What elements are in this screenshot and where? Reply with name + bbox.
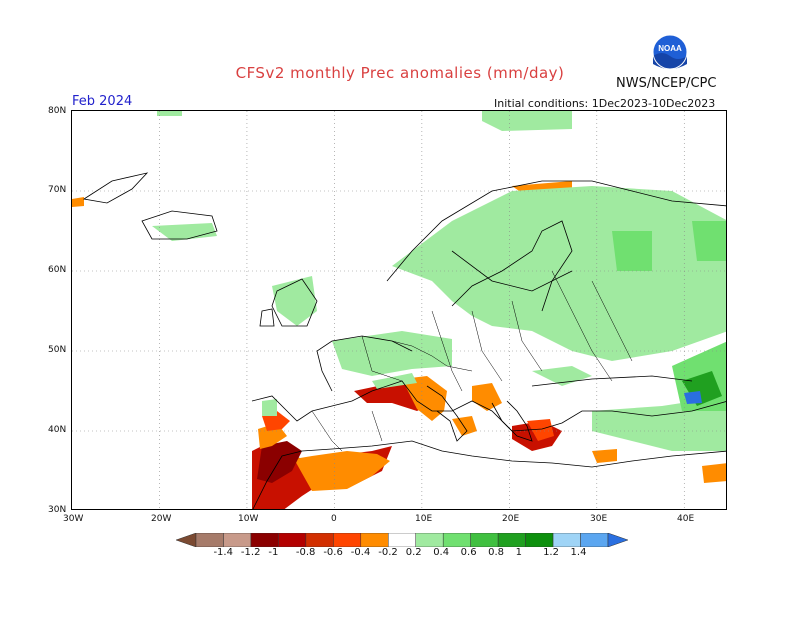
colorbar-swatch xyxy=(415,533,444,547)
colorbar-swatch xyxy=(223,533,252,547)
agency-label: NWS/NCEP/CPC xyxy=(616,76,717,91)
colorbar-tick-label: -1.2 xyxy=(240,547,261,558)
colorbar-tick-label: -0.6 xyxy=(323,547,343,558)
noaa-logo-text: NOAA xyxy=(658,44,682,53)
lon-label-40e: 40E xyxy=(677,514,695,524)
lon-label-20w: 20W xyxy=(151,514,172,524)
colorbar-tick-label: -0.2 xyxy=(378,547,398,558)
lat-label-30n: 30N xyxy=(48,505,67,515)
colorbar-swatch xyxy=(525,533,554,547)
colorbar-tick-label: -0.4 xyxy=(350,547,371,558)
wet-anomaly-layer xyxy=(152,111,726,451)
lat-label-60n: 60N xyxy=(48,265,67,275)
colorbar-swatch xyxy=(278,533,307,547)
europe-precip-map xyxy=(72,111,726,509)
noaa-logo: NOAA xyxy=(652,34,688,70)
colorbar-swatch xyxy=(305,533,334,547)
country-borders xyxy=(311,270,633,452)
dry-anomaly-layer xyxy=(72,181,726,509)
colorbar-swatch xyxy=(442,533,471,547)
colorbar-swatch xyxy=(497,533,526,547)
lat-label-80n: 80N xyxy=(48,106,67,116)
lon-label-20e: 20E xyxy=(502,514,520,524)
lon-label-10e: 10E xyxy=(415,514,433,524)
colorbar-swatch xyxy=(333,533,362,547)
lon-label-0: 0 xyxy=(331,514,337,524)
colorbar-tick-label: -0.8 xyxy=(295,547,316,558)
colorbar-tick-label: 0.2 xyxy=(405,547,422,558)
colorbar-tick-label: -1 xyxy=(268,547,279,558)
lon-label-30e: 30E xyxy=(590,514,608,524)
lat-label-40n: 40N xyxy=(48,425,67,435)
coastlines xyxy=(82,172,726,509)
colorbar-swatch xyxy=(388,533,416,547)
colorbar-tick-label: 0.4 xyxy=(433,547,450,558)
forecast-period: Feb 2024 xyxy=(72,94,133,109)
lat-label-50n: 50N xyxy=(48,345,67,355)
colorbar-swatch xyxy=(250,533,279,547)
colorbar-extend-high xyxy=(607,533,628,547)
colorbar-swatch xyxy=(580,533,609,547)
colorbar-swatch xyxy=(470,533,499,547)
colorbar-tick-label: 0.6 xyxy=(460,547,477,558)
colorbar-tick-label: 1.2 xyxy=(543,547,559,558)
colorbar-tick-label: -1.4 xyxy=(213,547,233,558)
colorbar-tick-label: 1.4 xyxy=(570,547,587,558)
initial-conditions: Initial conditions: 1Dec2023-10Dec2023 xyxy=(494,97,716,110)
colorbar-extend-low xyxy=(176,533,197,547)
colorbar-swatch xyxy=(360,533,389,547)
lon-label-10w: 10W xyxy=(238,514,259,524)
colorbar-swatch xyxy=(195,533,224,547)
colorbar-tick-label: 0.8 xyxy=(488,547,505,558)
lat-label-70n: 70N xyxy=(48,185,67,195)
lon-label-30w: 30W xyxy=(63,514,84,524)
colorbar-tick-label: 1 xyxy=(515,547,522,558)
colorbar-swatch xyxy=(552,533,581,547)
map-panel xyxy=(71,110,727,510)
graticule xyxy=(72,111,726,509)
colorbar-legend xyxy=(176,533,628,547)
map-title: CFSv2 monthly Prec anomalies (mm/day) xyxy=(235,64,565,82)
